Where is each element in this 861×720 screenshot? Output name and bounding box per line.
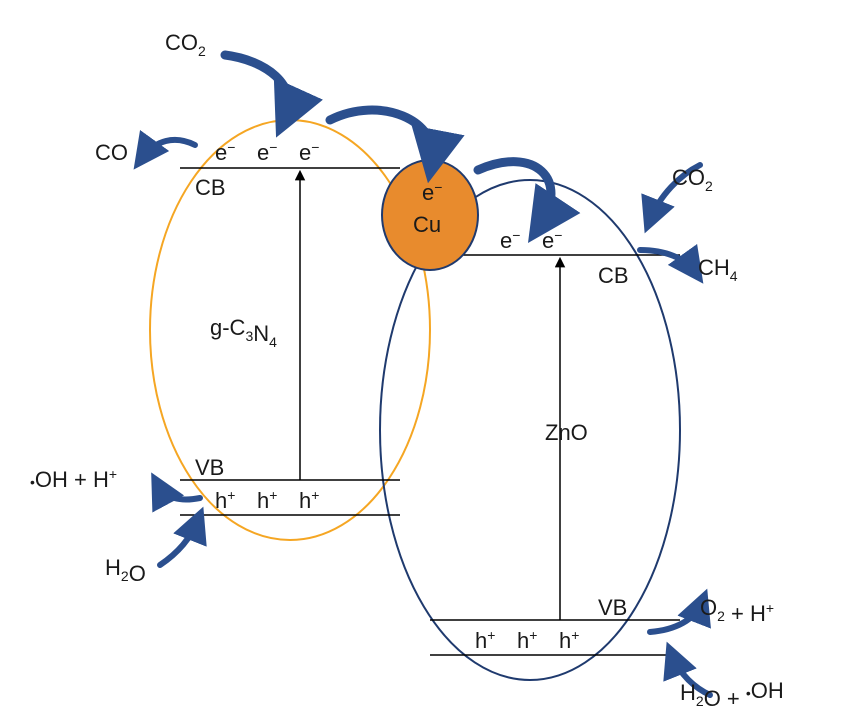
label-o2-h: O2 + H+ [700, 595, 774, 626]
label-h2o-oh: H2O + •OH [680, 678, 784, 711]
arrow-h2o-left-in [160, 520, 198, 565]
label-vb-right: VB [598, 595, 627, 620]
label-h-right-2: h+ [559, 627, 579, 653]
label-cu: Cu [413, 212, 441, 237]
label-h-left-1: h+ [257, 487, 277, 513]
label-co2-top: CO2 [165, 30, 206, 59]
label-oh-h: •OH + H+ [30, 466, 117, 492]
arrow-cu-to-eright [478, 162, 551, 225]
arrow-vb-to-o2 [650, 602, 702, 632]
label-zno: ZnO [545, 420, 588, 445]
label-ch4: CH4 [698, 255, 738, 284]
label-co2-right: CO2 [672, 165, 713, 194]
arrow-cb-to-co [142, 140, 195, 158]
arrow-cb-to-ch4 [640, 250, 695, 272]
label-gc3n4: g-C3N4 [210, 315, 277, 350]
gc3n4-ellipse [150, 120, 430, 540]
label-h-right-0: h+ [475, 627, 495, 653]
label-h-left-2: h+ [299, 487, 319, 513]
label-e-left-1: e− [257, 139, 277, 165]
arrow-co2-to-cb-left [225, 55, 289, 118]
label-e-right-0: e− [500, 227, 520, 253]
label-cb-left: CB [195, 175, 226, 200]
photocatalysis-diagram: CO2 CO CB e− e− e− g-C3N4 VB h+ h+ h+ •OH + H+ H2O e−… [0, 0, 861, 720]
arrow-vb-to-oh [158, 485, 200, 499]
label-vb-left: VB [195, 455, 224, 480]
label-e-right-1: e− [542, 227, 562, 253]
label-e-left-2: e− [299, 139, 319, 165]
label-co: CO [95, 140, 128, 165]
label-h2o-left: H2O [105, 555, 146, 586]
label-h-right-1: h+ [517, 627, 537, 653]
label-e-left-0: e− [215, 139, 235, 165]
label-cb-right: CB [598, 263, 629, 288]
label-h-left-0: h+ [215, 487, 235, 513]
